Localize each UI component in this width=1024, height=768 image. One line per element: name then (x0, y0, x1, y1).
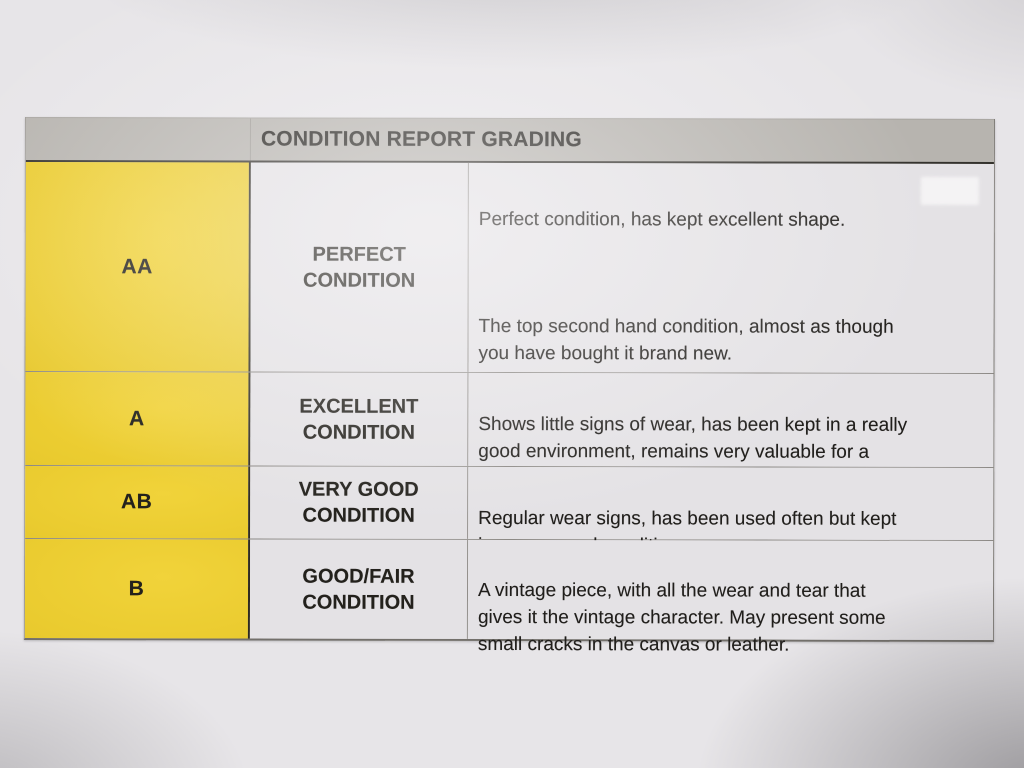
table-title: CONDITION REPORT GRADING (260, 127, 582, 152)
table-row-a: A EXCELLENT CONDITION Shows little signs… (25, 371, 994, 490)
header-spacer-cell (25, 118, 251, 161)
condition-grading-table: CONDITION REPORT GRADING AA PERFECT COND… (23, 117, 995, 656)
description-paragraph: Perfect condition, has kept excellent sh… (478, 208, 846, 231)
grade-cell: AB (25, 466, 251, 539)
grade-cell: A (25, 372, 251, 466)
condition-description: Perfect condition, has kept excellent sh… (468, 162, 994, 444)
condition-description: Regular wear signs, has been used often … (468, 466, 994, 556)
grade-cell: B (24, 539, 251, 639)
condition-label: EXCELLENT CONDITION (250, 372, 469, 466)
description-paragraph: A vintage piece, with all the wear and t… (477, 579, 886, 656)
condition-description: A vintage piece, with all the wear and t… (467, 539, 994, 656)
table-row-ab: AB VERY GOOD CONDITION Regular wear sign… (25, 465, 994, 556)
grade-cell: AA (25, 162, 251, 372)
table-row-b: B GOOD/FAIR CONDITION A vintage piece, w… (24, 538, 994, 656)
table-header: CONDITION REPORT GRADING (25, 117, 994, 165)
condition-description: Shows little signs of wear, has been kep… (468, 372, 994, 490)
condition-label: PERFECT CONDITION (250, 162, 469, 372)
description-paragraph: The top second hand condition, almost as… (478, 315, 894, 365)
table-row-aa: AA PERFECT CONDITION Perfect condition, … (25, 162, 994, 444)
condition-label: GOOD/FAIR CONDITION (249, 539, 469, 639)
condition-label: VERY GOOD CONDITION (250, 466, 469, 539)
photo-artifact-light-patch (920, 176, 979, 205)
